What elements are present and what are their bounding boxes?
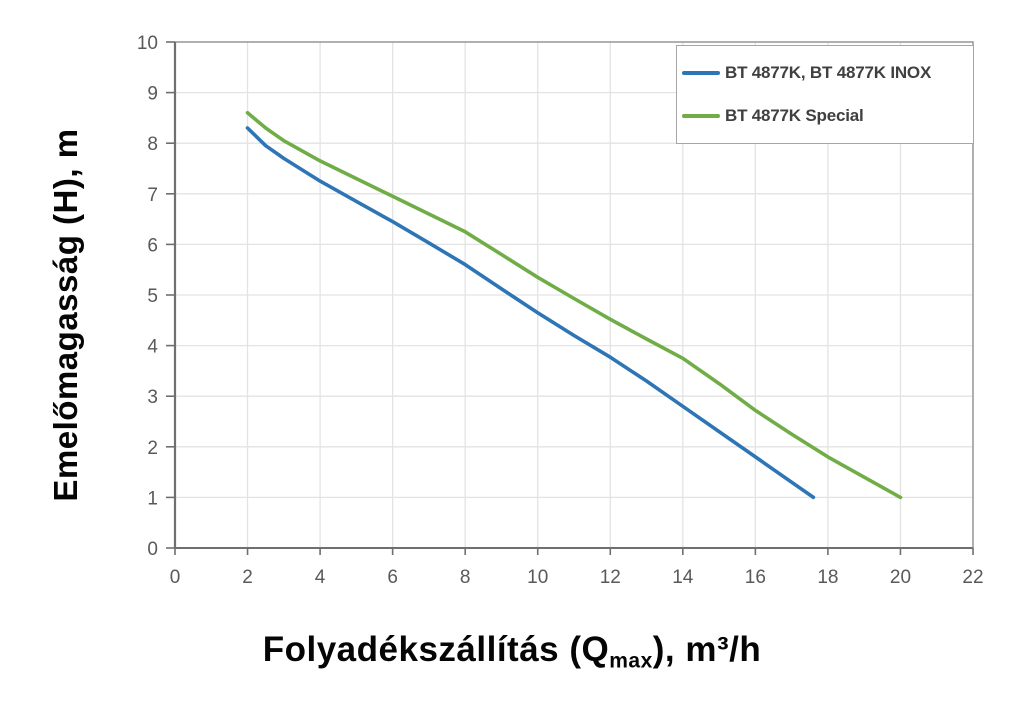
x-axis-title: Folyadékszállítás (Qmax), m³/h [0, 630, 1024, 673]
series-line-0 [245, 126, 816, 500]
legend-item-bt4877k-special: BT 4877K Special [682, 106, 971, 126]
x-axis-title-subscript: max [609, 649, 653, 673]
y-tick-label: 8 [147, 134, 158, 155]
legend-label-bt4877k-inox: BT 4877K, BT 4877K INOX [725, 63, 932, 83]
y-tick-label: 3 [147, 387, 158, 408]
y-tick-label: 4 [147, 337, 158, 358]
x-axis-title-prefix: Folyadékszállítás (Q [262, 630, 610, 669]
y-tick-label: 6 [147, 235, 158, 256]
x-tick-label: 0 [170, 567, 181, 588]
legend: BT 4877K, BT 4877K INOX BT 4877K Special [676, 45, 974, 144]
x-tick-label: 10 [527, 567, 548, 588]
x-tick-label: 16 [745, 567, 766, 588]
y-axis-title-text: Emelőmagasság (H), m [47, 128, 84, 502]
y-tick-label: 5 [147, 286, 158, 307]
legend-item-bt4877k-inox: BT 4877K, BT 4877K INOX [682, 63, 971, 83]
y-tick-label: 9 [147, 84, 158, 105]
x-tick-label: 12 [600, 567, 621, 588]
legend-line-swatch-green [682, 113, 720, 118]
y-tick-label: 2 [147, 438, 158, 459]
x-tick-label: 14 [672, 567, 694, 588]
legend-line-swatch-blue [682, 71, 720, 76]
y-tick-label: 0 [147, 539, 158, 560]
x-tick-label: 22 [962, 567, 983, 588]
x-tick-label: 20 [890, 567, 911, 588]
y-tick-label: 7 [147, 185, 158, 206]
legend-label-bt4877k-special: BT 4877K Special [725, 105, 864, 125]
y-tick-label: 10 [137, 33, 158, 54]
y-axis-title: Emelőmagasság (H), m [44, 15, 88, 615]
series-line-1 [245, 111, 903, 500]
x-tick-label: 8 [460, 567, 471, 588]
x-tick-label: 4 [315, 567, 326, 588]
x-tick-label: 6 [387, 567, 398, 588]
x-axis-title-suffix: ), m³/h [652, 630, 762, 669]
x-tick-label: 2 [242, 567, 253, 588]
x-tick-label: 18 [817, 567, 838, 588]
y-tick-label: 1 [147, 488, 158, 509]
